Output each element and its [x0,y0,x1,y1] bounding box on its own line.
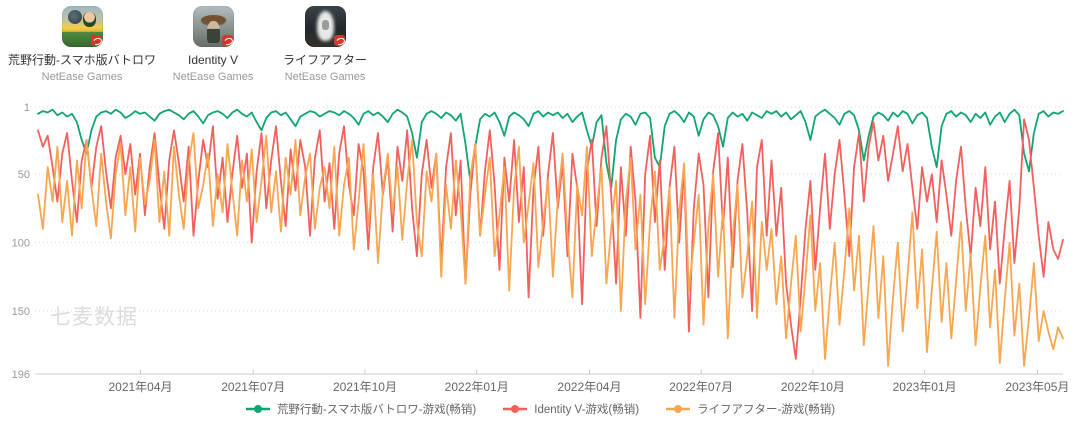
legend-label: 荒野行動-スマホ版バトロワ-游戏(畅销) [276,404,477,416]
lifeafter-app-icon [304,6,346,47]
x-tick-label: 2023年01月 [893,380,957,394]
legend-item-identity-v[interactable]: Identity V-游戏(畅销) [502,401,639,417]
netease-badge-icon [90,35,102,46]
legend-line-dot-icon [245,405,270,413]
app-publisher: NetEase Games [172,71,254,83]
x-tick-label: 2022年01月 [445,380,509,394]
compared-apps-header: 荒野行動-スマホ版バトロワ NetEase Games Identity V N… [7,6,381,83]
app-name: Identity V [187,53,239,67]
app-name: ライフアフター [282,53,367,67]
y-tick-label: 150 [12,306,30,318]
chart-legend: 荒野行動-スマホ版バトロワ-游戏(畅销) Identity V-游戏(畅销) ラ… [0,401,1080,417]
netease-badge-icon [221,35,233,46]
legend-item-knives-out[interactable]: 荒野行動-スマホ版バトロワ-游戏(畅销) [245,401,476,417]
x-tick-label: 2021年07月 [221,380,285,394]
knives-out-app-icon [61,6,103,47]
identity-v-app-icon [192,6,234,47]
app-card-knives-out[interactable]: 荒野行動-スマホ版バトロワ NetEase Games [7,6,157,83]
legend-label: Identity V-游戏(畅销) [534,404,640,416]
qimai-watermark: 七麦数据 [50,306,138,329]
series-line-2 [37,132,1064,367]
x-tick-label: 2022年04月 [557,380,621,394]
x-tick-label: 2022年10月 [781,380,845,394]
y-tick-label: 196 [12,369,30,381]
y-tick-label: 100 [12,238,30,250]
y-tick-label: 1 [24,102,30,114]
x-tick-label: 2021年10月 [333,380,397,394]
x-tick-label: 2021年04月 [108,380,172,394]
legend-line-dot-icon [503,405,528,413]
netease-badge-icon [333,35,345,46]
y-tick-label: 50 [18,169,30,181]
app-card-identity-v[interactable]: Identity V NetEase Games [157,6,269,83]
x-tick-label: 2023年05月 [1005,380,1069,394]
legend-label: ライフアフター-游戏(畅销) [697,404,836,416]
app-card-lifeafter[interactable]: ライフアフター NetEase Games [269,6,381,83]
app-publisher: NetEase Games [41,71,123,83]
x-tick-label: 2022年07月 [669,380,733,394]
series-line-0 [37,108,1064,189]
legend-item-lifeafter[interactable]: ライフアフター-游戏(畅销) [665,401,835,417]
legend-line-dot-icon [666,405,691,413]
app-publisher: NetEase Games [284,71,366,83]
app-name: 荒野行動-スマホ版バトロワ [8,53,156,67]
